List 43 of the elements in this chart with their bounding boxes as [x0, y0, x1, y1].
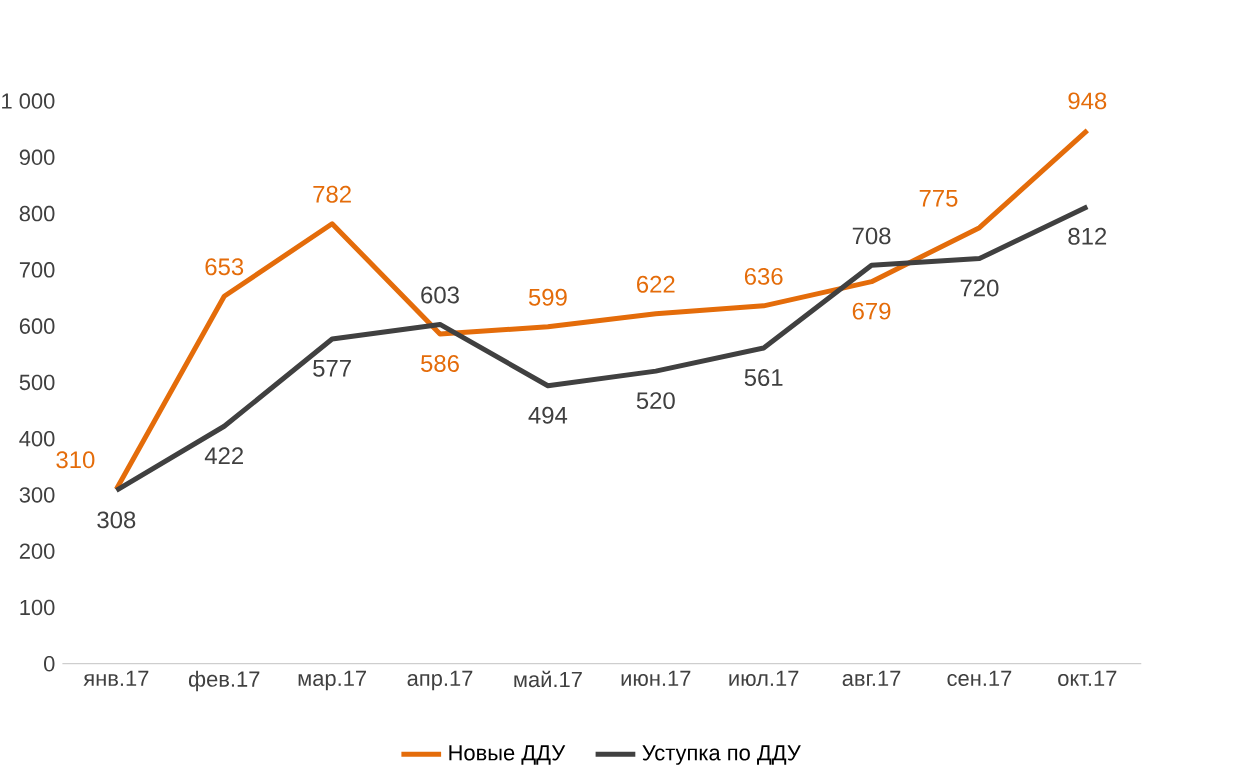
data-label: 782	[313, 185, 351, 203]
y-tick-label: 100	[20, 599, 55, 616]
x-tick-label: май.17	[514, 670, 582, 688]
x-tick-label: окт.17	[1058, 670, 1117, 687]
y-tick-label: 300	[19, 487, 55, 503]
data-label: 812	[1068, 227, 1107, 245]
y-tick-label: 200	[19, 543, 55, 560]
x-tick-label: фев.17	[188, 670, 260, 692]
x-tick-label: июн.17	[621, 670, 691, 687]
data-label: 561	[744, 369, 783, 387]
y-tick-label: 900	[19, 149, 55, 166]
data-label: 720	[960, 279, 999, 297]
data-label: 422	[204, 447, 243, 465]
x-tick-label: апр.17	[407, 670, 473, 691]
data-label: 775	[919, 190, 958, 207]
data-label: 599	[528, 288, 567, 306]
data-label: 586	[421, 355, 459, 372]
legend-label: Новые ДДУ	[449, 745, 566, 765]
x-tick-label: июл.17	[729, 670, 799, 687]
data-label: 622	[637, 275, 675, 293]
data-label: 494	[528, 406, 568, 424]
x-tick-label: янв.17	[83, 670, 149, 686]
data-label: 308	[97, 511, 136, 529]
data-label: 636	[744, 268, 783, 285]
y-tick-label: 800	[19, 205, 55, 222]
data-label: 708	[852, 227, 891, 245]
data-label: 948	[1068, 92, 1107, 110]
data-label: 520	[636, 392, 675, 410]
data-label: 310	[56, 451, 95, 469]
x-tick-label: авг.17	[842, 670, 901, 687]
legend-label: Уступка по ДДУ	[642, 745, 801, 765]
y-tick-label: 400	[19, 430, 55, 447]
data-label: 603	[421, 286, 459, 304]
y-tick-label: 500	[19, 374, 55, 391]
data-label: 577	[313, 360, 351, 377]
x-tick-label: мар.17	[298, 670, 367, 691]
y-tick-label: 700	[19, 262, 55, 278]
y-tick-label: 0	[44, 656, 55, 672]
data-label: 679	[852, 302, 891, 320]
data-label: 653	[205, 258, 244, 276]
x-tick-label: сен.17	[947, 670, 1012, 687]
y-tick-label: 1 000	[2, 93, 55, 109]
y-tick-label: 600	[19, 318, 55, 334]
